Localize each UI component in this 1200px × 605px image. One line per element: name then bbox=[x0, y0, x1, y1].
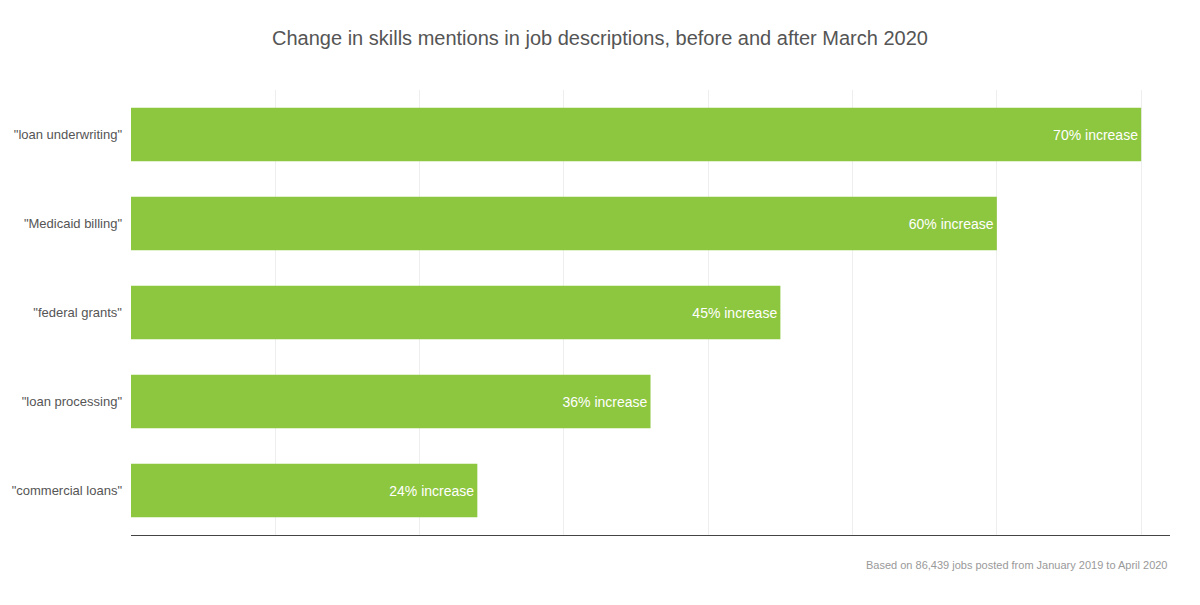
svg-text:Based on 86,439 jobs posted fr: Based on 86,439 jobs posted from January… bbox=[866, 559, 1168, 571]
svg-text:36% increase: 36% increase bbox=[562, 394, 647, 410]
svg-text:45% increase: 45% increase bbox=[692, 305, 777, 321]
svg-text:"loan processing": "loan processing" bbox=[22, 394, 123, 409]
svg-text:"commercial loans": "commercial loans" bbox=[12, 483, 123, 498]
svg-text:"Medicaid billing": "Medicaid billing" bbox=[24, 216, 122, 231]
svg-text:24% increase: 24% increase bbox=[389, 483, 474, 499]
svg-text:60% increase: 60% increase bbox=[909, 216, 994, 232]
svg-text:Change in skills mentions in j: Change in skills mentions in job descrip… bbox=[272, 27, 928, 49]
svg-text:70% increase: 70% increase bbox=[1053, 127, 1138, 143]
svg-text:"federal grants": "federal grants" bbox=[33, 305, 122, 320]
svg-text:"loan underwriting": "loan underwriting" bbox=[14, 127, 123, 142]
